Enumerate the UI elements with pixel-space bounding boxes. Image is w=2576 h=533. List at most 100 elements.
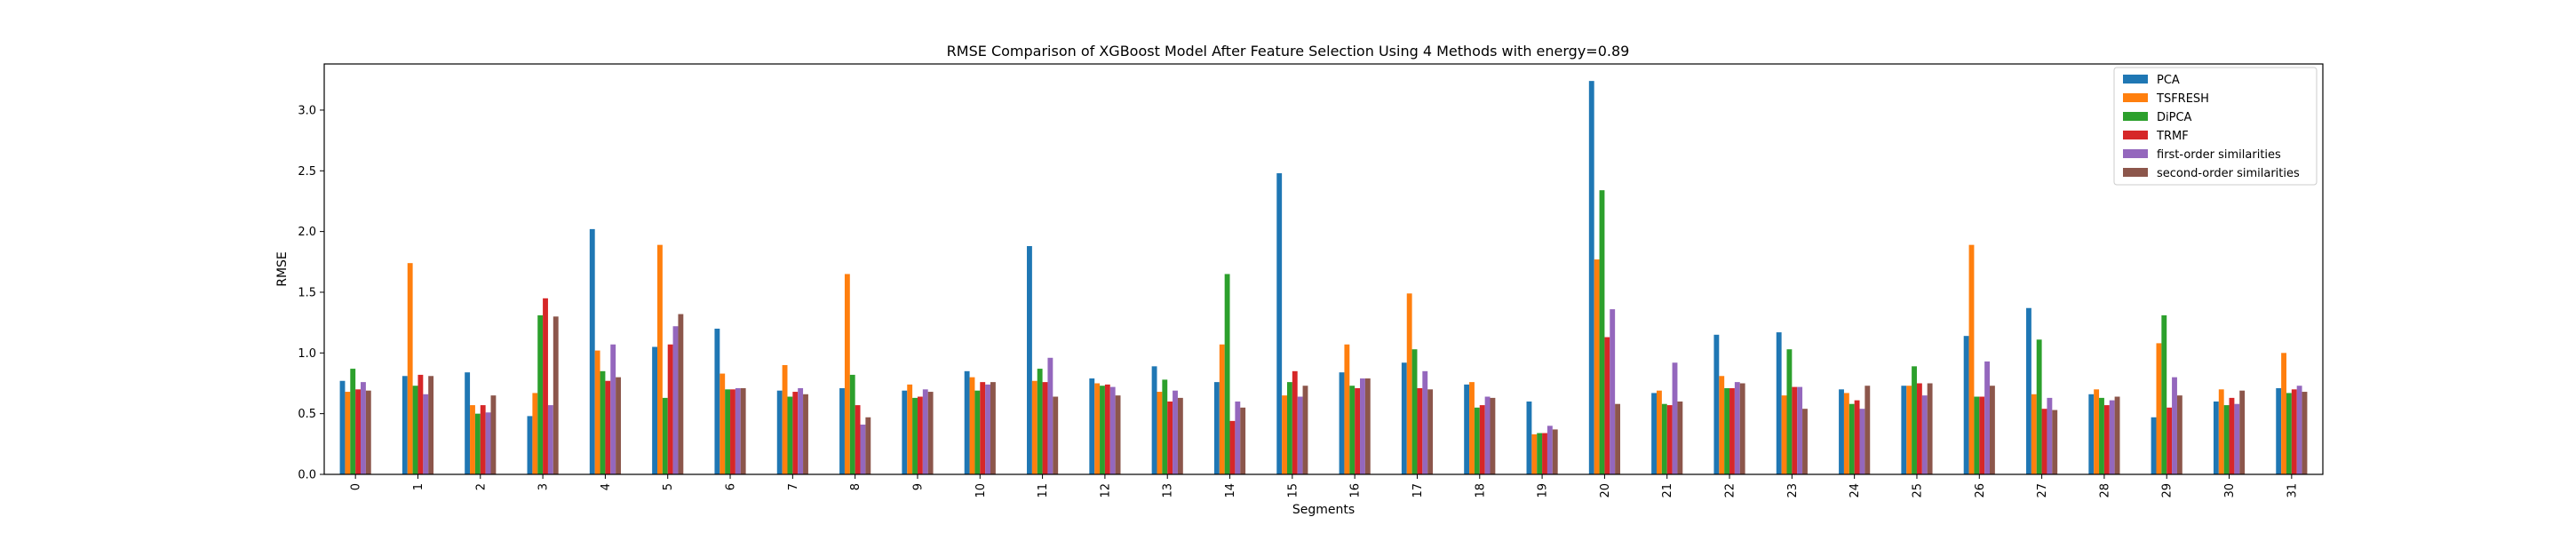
bar-dipca-segment-15 <box>1286 382 1292 474</box>
bar-dipca-segment-29 <box>2161 314 2167 474</box>
bar-trmf-segment-16 <box>1355 387 1361 474</box>
bar-first-order-similarities-segment-4 <box>610 344 616 474</box>
bar-dipca-segment-10 <box>974 390 981 474</box>
bar-trmf-segment-29 <box>2167 407 2173 474</box>
bar-pca-segment-22 <box>1713 334 1720 474</box>
bar-second-order-similarities-segment-6 <box>740 387 746 474</box>
bar-first-order-similarities-segment-31 <box>2296 386 2302 474</box>
bar-pca-segment-21 <box>1651 393 1657 474</box>
bar-first-order-similarities-segment-26 <box>1984 361 1990 474</box>
bar-dipca-segment-7 <box>787 396 793 474</box>
bar-tsfresh-segment-18 <box>1469 382 1475 474</box>
x-tick-label: 1 <box>412 483 425 490</box>
bar-trmf-segment-21 <box>1666 405 1673 474</box>
y-tick-label: 1.0 <box>298 347 316 361</box>
bar-trmf-segment-30 <box>2229 397 2235 474</box>
bar-pca-segment-29 <box>2151 417 2157 474</box>
bar-pca-segment-15 <box>1276 173 1283 474</box>
x-tick-label: 31 <box>2286 483 2299 498</box>
x-tick-label: 26 <box>1974 483 1987 498</box>
bar-first-order-similarities-segment-19 <box>1546 426 1553 474</box>
bar-second-order-similarities-segment-1 <box>428 376 434 474</box>
legend-swatch <box>2123 93 2148 102</box>
bar-first-order-similarities-segment-21 <box>1672 362 1678 474</box>
bar-trmf-segment-5 <box>667 344 673 474</box>
bar-trmf-segment-10 <box>980 382 986 474</box>
bar-trmf-segment-27 <box>2041 409 2047 474</box>
bar-dipca-segment-26 <box>1974 396 1980 474</box>
bar-pca-segment-9 <box>902 390 908 474</box>
bar-tsfresh-segment-15 <box>1282 395 1287 474</box>
bar-trmf-segment-31 <box>2291 389 2297 474</box>
bar-tsfresh-segment-30 <box>2218 389 2224 474</box>
bar-trmf-segment-1 <box>417 374 424 474</box>
bar-second-order-similarities-segment-10 <box>990 382 996 474</box>
bar-second-order-similarities-segment-11 <box>1053 396 1059 474</box>
bar-first-order-similarities-segment-2 <box>485 412 491 474</box>
bar-first-order-similarities-segment-9 <box>922 389 928 474</box>
bar-trmf-segment-6 <box>730 389 735 474</box>
bar-tsfresh-segment-28 <box>2094 389 2100 474</box>
bar-trmf-segment-2 <box>480 405 486 474</box>
legend-swatch <box>2123 168 2148 177</box>
x-axis: 0 1 2 3 4 5 6 7 8 9 10 11 12 13 14 15 16 17 18 19 20 21 22 23 24… <box>350 474 2299 498</box>
bar-first-order-similarities-segment-23 <box>1797 386 1803 474</box>
x-axis-label: Segments <box>1292 503 1355 517</box>
bar-pca-segment-19 <box>1526 401 1532 474</box>
legend-swatch <box>2123 112 2148 121</box>
bar-second-order-similarities-segment-20 <box>1615 403 1620 474</box>
bar-dipca-segment-23 <box>1786 349 1793 474</box>
bar-trmf-segment-26 <box>1979 396 1985 474</box>
bar-second-order-similarities-segment-24 <box>1864 386 1871 474</box>
bar-second-order-similarities-segment-16 <box>1364 378 1371 474</box>
legend: PCA TSFRESH DiPCA TRMF first-order similarit… <box>2113 67 2318 186</box>
bar-pca-segment-18 <box>1464 384 1470 474</box>
bar-dipca-segment-20 <box>1599 190 1605 474</box>
bar-tsfresh-segment-14 <box>1219 344 1225 474</box>
bar-trmf-segment-28 <box>2103 405 2110 474</box>
bar-tsfresh-segment-0 <box>345 392 351 474</box>
y-tick-label: 3.0 <box>298 104 316 117</box>
bar-pca-segment-12 <box>1089 378 1095 474</box>
bar-first-order-similarities-segment-28 <box>2109 400 2115 474</box>
bar-second-order-similarities-segment-4 <box>616 377 621 474</box>
bar-tsfresh-segment-12 <box>1094 383 1101 474</box>
bar-pca-segment-14 <box>1213 382 1220 474</box>
bar-second-order-similarities-segment-28 <box>2114 396 2120 474</box>
x-tick-label: 12 <box>1099 483 1112 498</box>
bar-second-order-similarities-segment-29 <box>2176 395 2182 474</box>
bar-first-order-similarities-segment-11 <box>1047 357 1053 474</box>
bar-pca-segment-5 <box>652 346 657 474</box>
bar-dipca-segment-12 <box>1100 386 1105 474</box>
y-tick-label: 1.5 <box>298 286 316 299</box>
bar-pca-segment-0 <box>339 380 346 474</box>
x-tick-label: 15 <box>1286 483 1300 498</box>
x-tick-label: 28 <box>2098 483 2111 498</box>
x-tick-label: 6 <box>725 483 738 490</box>
bar-trmf-segment-20 <box>1604 337 1610 474</box>
x-tick-label: 25 <box>1911 483 1924 498</box>
bar-pca-segment-3 <box>527 416 533 474</box>
legend-label: second-order similarities <box>2157 167 2300 180</box>
bar-dipca-segment-31 <box>2286 393 2292 474</box>
bar-first-order-similarities-segment-25 <box>1921 395 1928 474</box>
bar-dipca-segment-6 <box>725 389 731 474</box>
bar-dipca-segment-21 <box>1661 403 1667 474</box>
bar-pca-segment-20 <box>1588 81 1594 474</box>
y-tick-label: 0.0 <box>298 469 316 482</box>
bar-tsfresh-segment-2 <box>470 405 475 474</box>
legend-label: TSFRESH <box>2156 92 2209 106</box>
bar-dipca-segment-18 <box>1474 407 1480 474</box>
bar-first-order-similarities-segment-30 <box>2234 403 2240 474</box>
x-tick-label: 14 <box>1224 483 1237 498</box>
y-tick-label: 2.0 <box>298 226 316 239</box>
bar-pca-segment-13 <box>1151 366 1157 474</box>
bar-trmf-segment-8 <box>855 405 861 474</box>
bar-dipca-segment-17 <box>1411 349 1418 474</box>
bar-dipca-segment-2 <box>474 413 481 474</box>
bar-second-order-similarities-segment-13 <box>1177 397 1183 474</box>
bar-first-order-similarities-segment-18 <box>1484 396 1491 474</box>
bar-dipca-segment-9 <box>912 397 918 474</box>
bar-tsfresh-segment-24 <box>1843 393 1849 474</box>
x-tick-label: 20 <box>1599 483 1612 498</box>
